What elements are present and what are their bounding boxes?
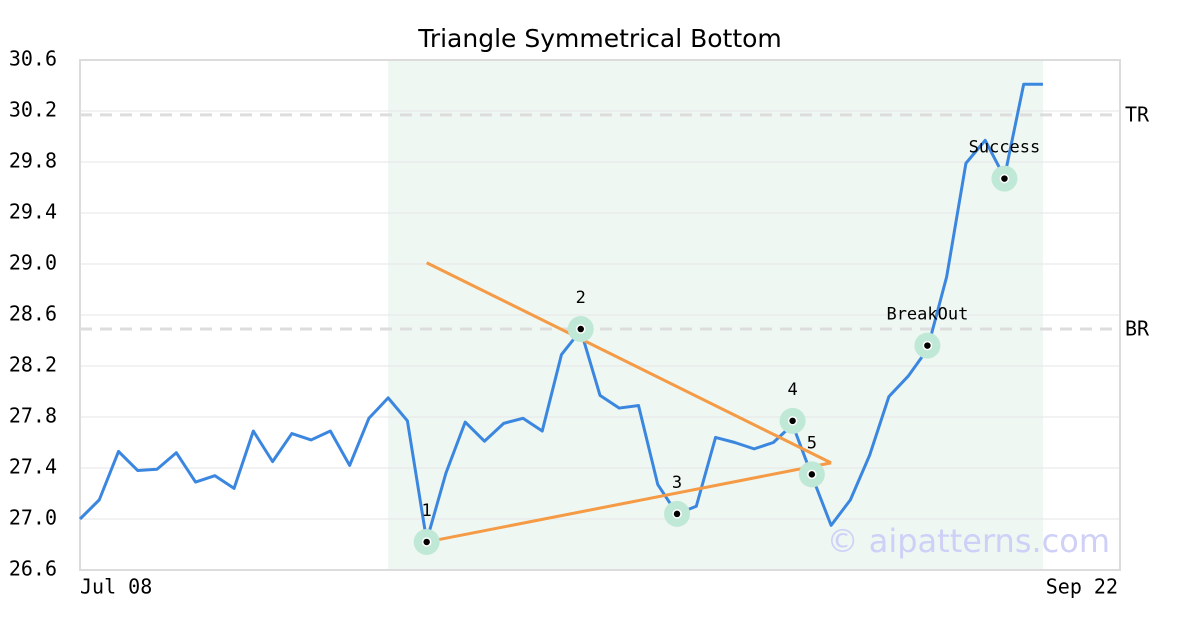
point-dot <box>421 537 432 547</box>
triangle-line <box>426 261 832 465</box>
level-label: BR <box>1125 317 1150 341</box>
point-label: 4 <box>787 380 797 400</box>
y-tick-label: 28.2 <box>9 353 57 377</box>
y-tick-label: 29.8 <box>9 149 57 173</box>
point-label: 5 <box>807 433 817 453</box>
y-tick-label: 27.4 <box>9 455 57 479</box>
point-dot <box>672 509 682 519</box>
point-dot <box>922 340 933 351</box>
y-tick-label: 30.2 <box>9 98 57 122</box>
point-label: 2 <box>576 288 586 308</box>
point-dot <box>575 324 586 334</box>
point-dot <box>787 416 798 426</box>
point-label: 3 <box>672 473 682 493</box>
y-tick-label: 27.0 <box>9 506 57 530</box>
point-dot <box>999 173 1010 184</box>
x-tick-label: Jul 08 <box>80 575 152 599</box>
plot-frame <box>79 59 1121 571</box>
watermark: © aipatterns.com <box>827 522 1110 560</box>
y-tick-label: 27.8 <box>9 404 57 428</box>
point-label: 1 <box>422 501 432 521</box>
level-label: TR <box>1125 102 1150 126</box>
point-label: BreakOut <box>886 305 968 325</box>
y-tick-label: 29.0 <box>9 251 57 275</box>
x-tick-label: Sep 22 <box>1046 575 1118 599</box>
chart-title: Triangle Symmetrical Bottom <box>417 24 782 53</box>
point-label: Success <box>969 138 1041 158</box>
price-line <box>78 82 1043 543</box>
y-tick-label: 30.6 <box>9 47 57 71</box>
triangle-line <box>426 461 832 544</box>
point-dot <box>807 469 817 480</box>
y-tick-label: 26.6 <box>9 557 57 581</box>
y-tick-label: 29.4 <box>9 200 57 224</box>
y-tick-label: 28.6 <box>9 302 57 326</box>
